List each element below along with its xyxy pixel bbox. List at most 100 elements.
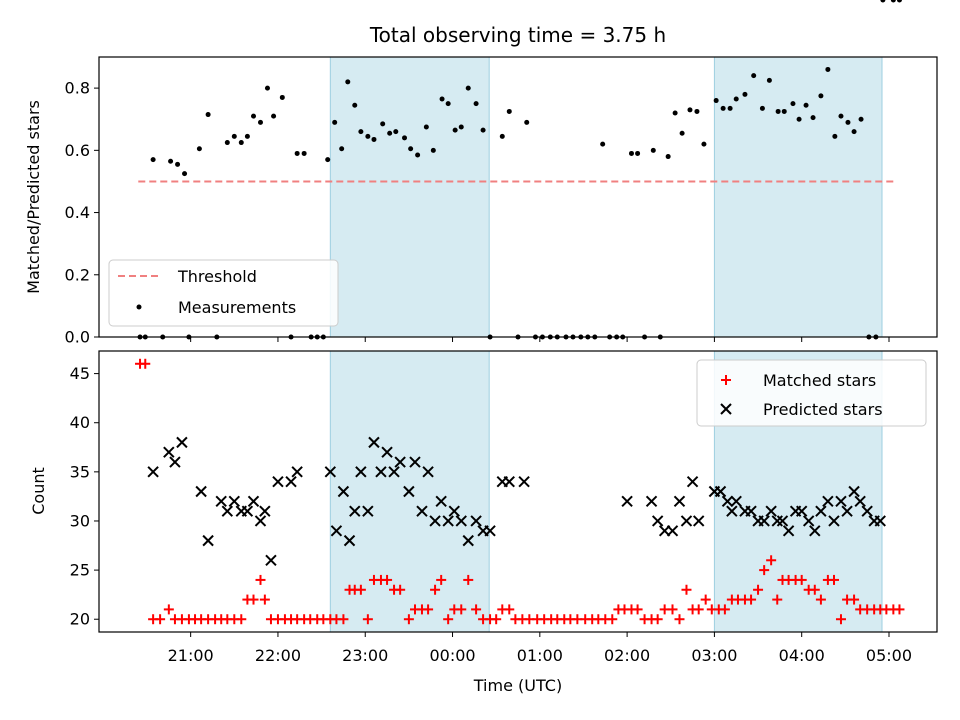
measurement-point — [818, 93, 824, 99]
legend-predicted-label: Predicted stars — [763, 400, 883, 419]
x-stroke-b — [247, 495, 260, 508]
predicted-star-point — [503, 475, 515, 488]
x-stroke-b — [776, 515, 789, 527]
top-y-tick-label: 0.4 — [65, 203, 90, 222]
legend-predicted-swatch — [720, 403, 732, 415]
x-tick-label: 01:00 — [517, 646, 563, 665]
x-stroke-b — [686, 475, 699, 488]
predicted-star-point — [259, 505, 271, 517]
matched-star-point — [463, 574, 474, 585]
predicted-star-point — [442, 515, 454, 527]
matched-star-point — [766, 555, 777, 566]
x-stroke-b — [388, 466, 400, 478]
x-stroke-b — [349, 505, 361, 517]
x-stroke-b — [169, 456, 181, 468]
matched-star-point — [607, 614, 618, 625]
matched-star-point — [894, 604, 905, 615]
predicted-star-point — [828, 515, 840, 527]
matched-star-point — [632, 604, 643, 615]
predicted-star-point — [765, 505, 777, 517]
matched-star-point — [809, 584, 820, 595]
predicted-star-point — [403, 485, 415, 498]
measurement-point — [720, 105, 726, 111]
measurement-point — [458, 124, 464, 130]
measurement-point — [751, 73, 757, 79]
legend-threshold-label: Threshold — [177, 267, 257, 286]
top-y-tick-label: 0.6 — [65, 141, 90, 160]
predicted-star-point — [776, 515, 789, 527]
x-stroke-b — [692, 515, 705, 527]
x-stroke-b — [409, 456, 421, 468]
bottom-y-axis-label: Count — [29, 467, 48, 515]
top-axes-frame — [98, 56, 938, 338]
legend-matched-label: Matched stars — [763, 371, 876, 390]
measurement-point — [896, 0, 902, 3]
predicted-star-point — [394, 456, 406, 468]
x-stroke-b — [195, 485, 207, 498]
x-stroke-b — [330, 525, 343, 537]
predicted-star-point — [848, 485, 860, 498]
chart-title: Total observing time = 3.75 h — [369, 23, 666, 47]
matched-star-point — [362, 614, 373, 625]
measurement-point — [600, 141, 606, 147]
measurement-point — [365, 133, 371, 139]
predicted-star-point — [435, 495, 447, 508]
predicted-star-point — [782, 525, 795, 537]
x-stroke-b — [484, 525, 496, 537]
top-shaded-interval — [329, 56, 490, 338]
predicted-star-point — [265, 554, 277, 566]
bottom-legend-box — [696, 359, 927, 427]
predicted-star-point — [692, 515, 705, 527]
matched-star-point — [443, 614, 454, 625]
predicted-star-point — [241, 505, 254, 517]
predicted-star-point — [714, 485, 727, 498]
measurement-point — [251, 113, 257, 119]
top-y-tick-label: 0.2 — [65, 265, 90, 284]
x-stroke-b — [765, 505, 777, 517]
measurement-point — [380, 121, 386, 127]
matched-star-point — [835, 614, 846, 625]
matched-star-point — [849, 594, 860, 605]
x-stroke-b — [254, 515, 267, 527]
predicted-star-point — [841, 505, 853, 517]
x-stroke-b — [621, 495, 633, 508]
matched-star-point — [719, 604, 730, 615]
measurement-point — [499, 133, 505, 139]
measurement-point — [524, 119, 530, 125]
predicted-star-point — [163, 446, 175, 458]
bottom-y-tick-label: 30 — [70, 511, 90, 530]
x-stroke-b — [651, 515, 664, 527]
matched-star-point — [248, 594, 259, 605]
predicted-star-point — [247, 495, 260, 508]
legend-measurements-label: Measurements — [178, 298, 296, 317]
predicted-star-point — [745, 505, 757, 517]
x-stroke-b — [221, 505, 234, 517]
predicted-star-point — [795, 505, 808, 517]
measurement-point — [294, 150, 300, 156]
matched-star-point — [828, 574, 839, 585]
x-stroke-b — [809, 525, 821, 537]
predicted-star-point — [195, 485, 207, 498]
matched-star-point — [681, 584, 692, 595]
x-stroke-b — [680, 515, 693, 527]
predicted-star-point — [680, 515, 693, 527]
measurement-point — [415, 152, 421, 158]
x-stroke-b — [228, 495, 241, 508]
x-stroke-b — [758, 515, 770, 527]
matched-star-point — [355, 584, 366, 595]
x-stroke-b — [202, 534, 214, 547]
x-stroke-b — [822, 495, 834, 508]
predicted-star-point — [416, 505, 428, 517]
x-stroke-b — [368, 436, 380, 449]
top-y-tick-label: 0.8 — [65, 79, 90, 98]
x-stroke-b — [394, 456, 406, 468]
measurement-point — [257, 119, 263, 125]
predicted-star-point — [822, 495, 834, 508]
x-stroke-b — [455, 515, 467, 527]
predicted-star-point — [802, 515, 815, 527]
predicted-star-point — [291, 466, 303, 478]
x-stroke-b — [503, 475, 515, 488]
x-stroke-b — [241, 505, 254, 517]
measurement-point — [301, 150, 307, 156]
x-stroke-b — [861, 505, 873, 517]
